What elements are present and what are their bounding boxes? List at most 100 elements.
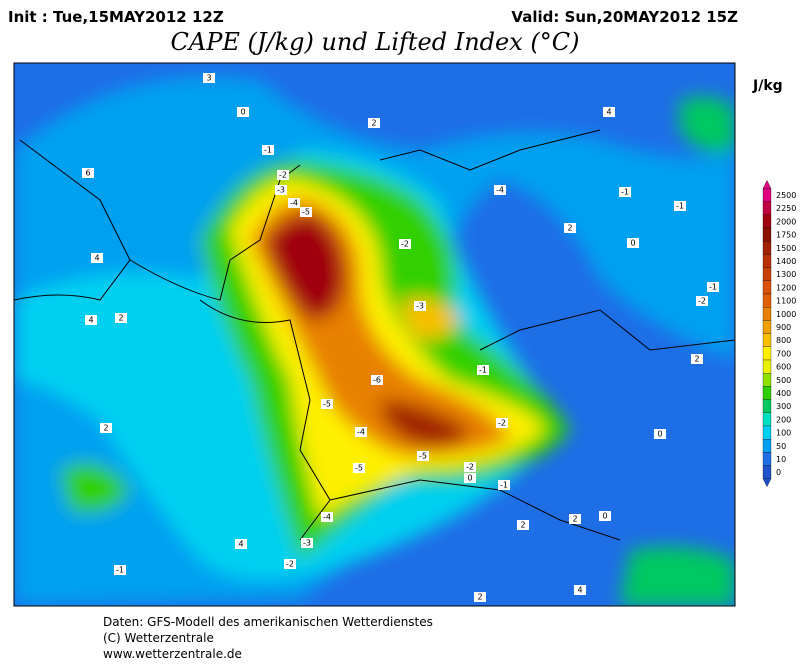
contour-label-box — [494, 185, 506, 195]
contour-label-box — [353, 463, 365, 473]
contour-label-box — [91, 253, 103, 263]
contour-label-box — [599, 511, 611, 521]
colorbar-swatch — [762, 320, 772, 334]
colorbar-label: 2500 — [776, 191, 796, 200]
contour-label: -2 — [401, 240, 409, 249]
contour-label-box — [277, 170, 289, 180]
colorbar-label: 200 — [776, 415, 791, 424]
colorbar-swatch — [762, 386, 772, 400]
contour-label-box — [517, 520, 529, 530]
colorbar-label: 1300 — [776, 270, 796, 279]
map-frame — [13, 62, 736, 607]
contour-label-box — [464, 462, 476, 472]
contour-label-box — [114, 565, 126, 575]
colorbar-swatch — [762, 201, 772, 215]
contour-label: -3 — [303, 539, 311, 548]
colorbar-label: 1500 — [776, 244, 796, 253]
colorbar-unit: J/kg — [752, 78, 783, 94]
contour-label-box — [464, 473, 476, 483]
contour-label: -4 — [496, 186, 504, 195]
contour-label-box — [368, 118, 380, 128]
colorbar-label: 300 — [776, 402, 791, 411]
contour-label-box — [414, 301, 426, 311]
contour-label: -3 — [277, 186, 285, 195]
colorbar-swatch — [762, 425, 772, 440]
colorbar-swatch — [762, 373, 772, 387]
contour-label-box — [275, 185, 287, 195]
colorbar-swatch — [762, 188, 772, 202]
contour-label-box — [355, 427, 367, 437]
contour-label: 0 — [240, 108, 245, 117]
contour-label-box — [115, 313, 127, 323]
contour-label: 0 — [630, 239, 635, 248]
contour-label: -2 — [466, 463, 474, 472]
contour-label-box — [284, 559, 296, 569]
contour-label: -1 — [621, 188, 629, 197]
contour-label: -1 — [116, 566, 124, 575]
contour-label: 0 — [657, 430, 662, 439]
colorbar-label: 2250 — [776, 204, 796, 213]
contour-label: -5 — [323, 400, 331, 409]
title: CAPE (J/kg) und Lifted Index (°C) — [171, 28, 580, 56]
colorbar-label: 1200 — [776, 283, 796, 292]
colorbar-label: 1000 — [776, 310, 796, 319]
colorbar-arrow — [762, 478, 772, 488]
contour-label: -1 — [676, 202, 684, 211]
colorbar-label: 500 — [776, 376, 791, 385]
contour-label: -1 — [479, 366, 487, 375]
init-time: Init : Tue,15MAY2012 12Z — [8, 8, 224, 26]
colorbar-swatch — [762, 307, 772, 321]
valid-time: Valid: Sun,20MAY2012 15Z — [511, 8, 738, 26]
contour-label: 0 — [602, 512, 607, 521]
colorbar: 2500225020001750150014001300120011001000… — [762, 180, 796, 488]
contour-label: -5 — [419, 452, 427, 461]
colorbar-label: 10 — [776, 455, 786, 464]
contour-label-box — [477, 365, 489, 375]
contour-label-box — [564, 223, 576, 233]
contour-label-box — [82, 168, 94, 178]
contour-label: -6 — [373, 376, 381, 385]
contour-label: 6 — [85, 169, 90, 178]
contour-label-box — [417, 451, 429, 461]
contour-label: 3 — [206, 74, 211, 83]
colorbar-label: 1400 — [776, 257, 796, 266]
contour-label: 4 — [606, 108, 611, 117]
contour-label: 2 — [103, 424, 108, 433]
contour-label-box — [496, 418, 508, 428]
contour-label-box — [235, 539, 247, 549]
contour-label-box — [262, 145, 274, 155]
contour-label: 2 — [371, 119, 376, 128]
contour-label: -4 — [357, 428, 365, 437]
colorbar-swatch — [762, 412, 772, 427]
contour-label: -4 — [323, 513, 331, 522]
contour-label-box — [301, 538, 313, 548]
contour-label-box — [321, 512, 333, 522]
colorbar-swatch — [762, 359, 772, 374]
footer-line: Daten: GFS-Modell des amerikanischen Wet… — [103, 615, 433, 629]
colorbar-swatch — [762, 439, 772, 453]
contour-label: -2 — [498, 419, 506, 428]
contour-label: -2 — [698, 297, 706, 306]
contour-label: 2 — [694, 355, 699, 364]
contour-label-box — [498, 480, 510, 490]
colorbar-swatch — [762, 254, 772, 268]
colorbar-label: 50 — [776, 442, 786, 451]
contour-label: -1 — [264, 146, 272, 155]
colorbar-swatch — [762, 465, 772, 479]
contour-label-box — [474, 592, 486, 602]
contour-label-box — [371, 375, 383, 385]
contour-label-box — [603, 107, 615, 117]
colorbar-label: 1100 — [776, 297, 796, 306]
colorbar-arrow — [762, 180, 772, 189]
contour-label: 2 — [572, 515, 577, 524]
contour-label: 4 — [238, 540, 243, 549]
contour-label-box — [203, 73, 215, 83]
colorbar-swatch — [762, 293, 772, 308]
colorbar-swatch — [762, 214, 772, 229]
contour-label-box — [707, 282, 719, 292]
contour-label-box — [100, 423, 112, 433]
contour-label-box — [85, 315, 97, 325]
colorbar-label: 0 — [776, 468, 781, 477]
contour-label: 2 — [567, 224, 572, 233]
contour-label: -2 — [286, 560, 294, 569]
